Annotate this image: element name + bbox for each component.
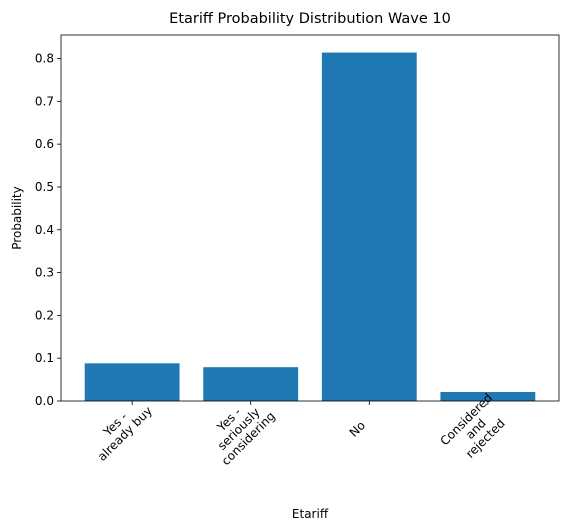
y-tick-label: 0.1 [35,351,54,365]
x-tick-label: Consideredandrejected [437,391,514,468]
bar-3 [440,392,536,401]
chart-title: Etariff Probability Distribution Wave 10 [169,11,451,27]
y-tick-label: 0.5 [35,180,54,194]
y-tick-label: 0.4 [35,223,54,237]
y-axis-label: Probability [10,186,24,249]
x-tick-label: Yes -seriouslyconsidering [200,390,278,468]
y-tick-label: 0.2 [35,308,54,322]
plot-frame [60,34,560,402]
x-tick-label: No [347,418,368,439]
bar-2 [321,52,417,402]
y-tick-label: 0.6 [35,137,54,151]
y-tick-label: 0.0 [35,394,54,408]
x-tick-label: Yes -already buy [85,394,155,464]
y-tick-label: 0.7 [35,94,54,108]
y-tick-label: 0.8 [35,52,54,66]
bar-0 [84,363,180,401]
x-axis-label: Etariff [292,507,329,521]
bars-group [84,52,536,402]
y-axis: 0.0 0.1 0.2 0.3 0.4 0.5 0.6 0.7 0.8 [35,52,61,408]
bar-1 [203,367,299,401]
y-tick-label: 0.3 [35,266,54,280]
x-axis: Yes -already buy Yes -seriouslyconsiderin… [85,390,514,469]
